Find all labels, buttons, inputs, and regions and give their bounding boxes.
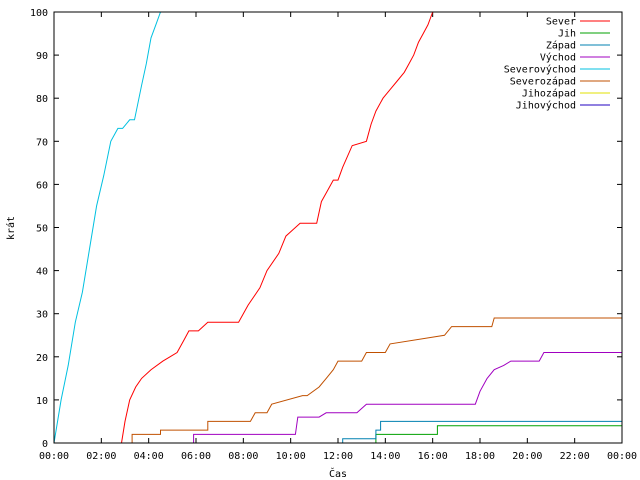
series-line (375, 425, 622, 443)
legend-label: Jihozápad (522, 88, 576, 100)
x-tick-label: 14:00 (370, 451, 400, 462)
y-tick-label: 90 (36, 51, 48, 62)
series-line (131, 317, 622, 443)
y-tick-label: 60 (36, 180, 48, 191)
x-tick-label: 00:00 (39, 451, 69, 462)
legend-label: Východ (540, 52, 576, 64)
legend-label: Sever (546, 17, 576, 28)
legend-label: Severozápad (510, 76, 576, 88)
x-tick-label: 12:00 (323, 451, 353, 462)
legend-label: Jihovýchod (516, 100, 576, 112)
legend-label: Jih (558, 29, 576, 40)
legend-label: Severovýchod (504, 64, 576, 76)
x-axis-label: Čas (329, 467, 347, 480)
y-tick-label: 50 (36, 224, 48, 235)
legend: SeverJihZápadVýchodSeverovýchodSeverozáp… (504, 17, 610, 112)
x-tick-label: 10:00 (276, 451, 306, 462)
y-tick-label: 70 (36, 137, 48, 148)
series-line (193, 352, 622, 443)
x-tick-label: 02:00 (86, 451, 116, 462)
y-tick-label: 0 (42, 439, 48, 450)
x-tick-label: 00:00 (607, 451, 637, 462)
x-tick-label: 08:00 (228, 451, 258, 462)
y-axis-label: krát (5, 216, 17, 240)
tick-layer: 0 10 20 30 40 50 60 70 80 90 100 00:00 02:00 04:00 06:… (30, 8, 637, 462)
y-tick-label: 100 (30, 8, 48, 19)
series-line (342, 420, 622, 443)
x-tick-label: 20:00 (512, 451, 542, 462)
series-line (53, 11, 163, 444)
series-layer (53, 11, 622, 444)
legend-label: Západ (546, 40, 576, 52)
x-tick-label: 06:00 (181, 451, 211, 462)
x-tick-label: 04:00 (134, 451, 164, 462)
y-tick-label: 20 (36, 353, 48, 364)
y-tick-label: 40 (36, 267, 48, 278)
x-tick-label: 16:00 (418, 451, 448, 462)
y-tick-label: 30 (36, 310, 48, 321)
x-tick-label: 22:00 (560, 451, 590, 462)
y-tick-label: 80 (36, 94, 48, 105)
y-tick-label: 10 (36, 396, 48, 407)
plot-frame (53, 11, 623, 444)
x-tick-label: 18:00 (465, 451, 495, 462)
series-line (121, 11, 438, 444)
